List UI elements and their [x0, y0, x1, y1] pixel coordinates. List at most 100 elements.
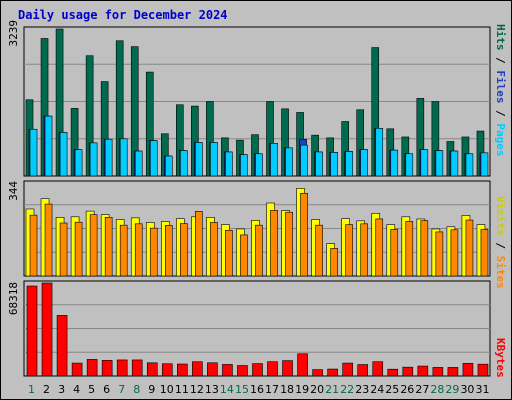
- chart-title: Daily usage for December 2024: [18, 8, 228, 22]
- kbytes-bar: [402, 366, 414, 377]
- kbytes-bar: [41, 282, 53, 377]
- kbytes-bar: [462, 363, 474, 377]
- day-tick-label: 28: [430, 383, 444, 396]
- day-tick-label: 14: [220, 383, 234, 396]
- sites-bar: [270, 210, 278, 277]
- kbytes-bar: [161, 363, 173, 377]
- kbytes-bar: [237, 365, 248, 377]
- pages-bar: [465, 153, 474, 177]
- day-tick-label: 7: [118, 383, 125, 396]
- pages-bar: [149, 140, 158, 177]
- sites-bar: [435, 231, 444, 277]
- legend-sites: Sites: [494, 255, 507, 289]
- sites-bar: [450, 229, 459, 277]
- kbytes-bar: [222, 364, 233, 377]
- kbytes-bar: [177, 363, 188, 377]
- pages-bar: [255, 153, 263, 177]
- legend-visits: Visits: [494, 196, 507, 236]
- sites-bar: [240, 234, 248, 277]
- kbytes-bar: [192, 361, 203, 377]
- pages-bar: [225, 151, 233, 177]
- pages-bar: [435, 150, 444, 177]
- sites-bar: [315, 224, 323, 277]
- kbytes-legend: KBytes: [494, 338, 507, 378]
- sites-bar: [375, 218, 384, 277]
- sites-bar: [180, 223, 188, 277]
- sites-bar: [210, 222, 218, 277]
- kbytes-bar: [447, 367, 459, 377]
- sites-bar: [225, 230, 233, 277]
- day-tick-label: 5: [88, 383, 95, 396]
- kbytes-bar: [131, 359, 143, 377]
- sites-bar: [420, 220, 429, 277]
- day-tick-label: 11: [175, 383, 189, 396]
- sites-bar: [29, 214, 38, 277]
- sites-bar: [300, 192, 308, 277]
- pages-bar: [270, 143, 278, 177]
- kbytes-bar: [207, 362, 218, 377]
- legend-files: Files: [494, 70, 507, 104]
- day-tick-label: 17: [265, 383, 279, 396]
- sites-bar: [480, 229, 489, 277]
- sites-bar: [44, 203, 53, 277]
- pages-bar: [330, 152, 338, 177]
- sites-bar: [360, 223, 369, 277]
- day-tick-label: 2: [43, 383, 50, 396]
- pages-bar: [74, 149, 83, 177]
- sites-bar: [149, 227, 158, 277]
- legend-hits: Hits: [494, 24, 507, 51]
- kbytes-bar: [312, 369, 323, 377]
- pages-bar: [390, 149, 399, 177]
- day-tick-label: 10: [160, 383, 174, 396]
- day-tick-label: 18: [280, 383, 294, 396]
- sites-bar: [195, 211, 203, 277]
- pages-bar: [134, 150, 143, 177]
- sites-bar: [345, 224, 353, 277]
- day-tick-label: 8: [133, 383, 140, 396]
- sites-bar: [134, 223, 143, 277]
- kbytes-bar: [297, 353, 308, 377]
- kbytes-bar: [252, 363, 263, 377]
- pages-bar: [44, 115, 53, 177]
- kbytes-bar: [26, 285, 38, 377]
- sites-bar: [405, 221, 414, 277]
- pages-bar: [405, 153, 414, 177]
- day-tick-label: 13: [205, 383, 219, 396]
- day-tick-label: 24: [370, 383, 384, 396]
- kbytes-bar: [342, 362, 353, 377]
- pages-bar: [300, 144, 308, 177]
- kbytes-bar: [101, 360, 113, 377]
- kbytes-bar: [86, 359, 98, 377]
- pages-bar: [480, 152, 489, 177]
- kbytes-bar: [477, 363, 489, 377]
- sites-bar: [164, 225, 173, 277]
- kbytes-bar: [387, 368, 399, 377]
- pages-bar: [345, 151, 353, 177]
- pages-bar: [119, 138, 128, 177]
- day-tick-label: 30: [460, 383, 474, 396]
- day-tick-label: 3: [58, 383, 65, 396]
- sites-bar: [104, 217, 113, 277]
- day-tick-label: 19: [295, 383, 309, 396]
- day-tick-label: 29: [445, 383, 459, 396]
- kbytes-bar: [432, 367, 444, 377]
- kbytes-bar: [71, 362, 83, 377]
- pages-bar: [450, 150, 459, 177]
- kbytes-bar: [417, 365, 429, 377]
- day-tick-label: 22: [340, 383, 354, 396]
- kbytes-bar: [267, 361, 278, 377]
- pages-bar: [59, 132, 68, 177]
- pages-bar: [360, 149, 369, 177]
- day-tick-label: 25: [385, 383, 399, 396]
- pages-bar: [180, 150, 188, 177]
- sites-bar: [255, 224, 263, 277]
- sites-bar: [465, 219, 474, 277]
- legend-pages: Pages: [494, 123, 507, 157]
- day-tick-label: 20: [310, 383, 324, 396]
- day-tick-label: 21: [325, 383, 339, 396]
- kbytes-bar: [372, 361, 384, 377]
- pages-bar: [210, 142, 218, 177]
- pages-bar: [420, 149, 429, 177]
- pages-bar: [89, 142, 98, 177]
